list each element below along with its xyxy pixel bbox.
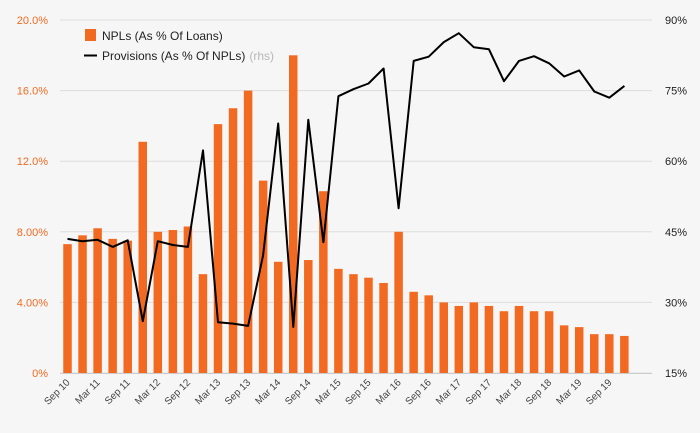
npl-bar [168, 230, 178, 373]
npl-bar [484, 305, 494, 373]
left-tick-label: 4.00% [17, 297, 48, 309]
right-tick-label: 60% [665, 156, 687, 168]
npl-bar [529, 311, 539, 373]
left-tick-label: 0% [32, 368, 48, 380]
right-tick-label: 30% [665, 297, 687, 309]
npl-bar [439, 302, 448, 373]
npl-bar [514, 305, 524, 373]
right-tick-label: 45% [665, 227, 687, 239]
npl-bar [93, 228, 102, 373]
right-tick-label: 90% [665, 15, 687, 27]
provisions-line [67, 32, 626, 328]
npl-bar [349, 274, 358, 373]
npl-bar [78, 235, 87, 373]
npl-bar [424, 295, 433, 373]
npl-bar [153, 231, 163, 373]
npl-bar [605, 334, 614, 373]
npl-bar [123, 240, 132, 373]
right-axis: 15% 30% 45% 60% 75% 90% [665, 15, 687, 380]
legend: NPLs (As % Of Loans) Provisions (As % Of… [84, 29, 274, 63]
npl-bar [138, 141, 147, 373]
npl-bar [258, 180, 268, 373]
npl-bar [243, 90, 253, 373]
npl-bar [63, 244, 72, 373]
npl-bar [108, 238, 117, 373]
npl-bar [319, 191, 328, 373]
left-tick-label: 16.0% [17, 86, 48, 98]
npl-bar [409, 291, 418, 373]
npl-bar [620, 335, 629, 373]
left-tick-label: 8.00% [17, 227, 48, 239]
left-tick-label: 20.0% [17, 15, 48, 27]
npl-bar [499, 311, 509, 373]
left-axis: 0% 4.00% 8.00% 12.0% 16.0% 20.0% [17, 15, 48, 380]
npl-bar [183, 226, 193, 373]
legend-npl-label: NPLs (As % Of Loans) [102, 29, 223, 43]
npl-bar [379, 282, 388, 373]
npl-bar [590, 334, 599, 373]
npl-bar [304, 260, 313, 373]
npl-bars [63, 55, 629, 374]
npl-bar [213, 124, 223, 373]
right-tick-label: 75% [665, 86, 687, 98]
legend-rhs-suffix: (rhs) [249, 49, 274, 63]
npl-bar [228, 108, 238, 373]
left-tick-label: 12.0% [17, 156, 48, 168]
npl-bar [574, 327, 584, 373]
npl-bar [364, 277, 373, 373]
npl-bar [289, 55, 298, 374]
npl-bar [273, 261, 283, 373]
npl-bar [454, 305, 464, 373]
npl-bar [469, 302, 479, 373]
legend-provisions-text: Provisions (As % Of NPLs) [102, 49, 245, 63]
npl-bar [394, 231, 403, 373]
npl-bar [544, 311, 554, 373]
right-tick-label: 15% [665, 368, 687, 380]
npl-bar [334, 268, 343, 373]
npl-bar [198, 274, 208, 373]
legend-bar-swatch [85, 29, 96, 41]
npl-bar [559, 325, 569, 373]
legend-provisions-label: Provisions (As % Of NPLs) (rhs) [102, 49, 274, 63]
